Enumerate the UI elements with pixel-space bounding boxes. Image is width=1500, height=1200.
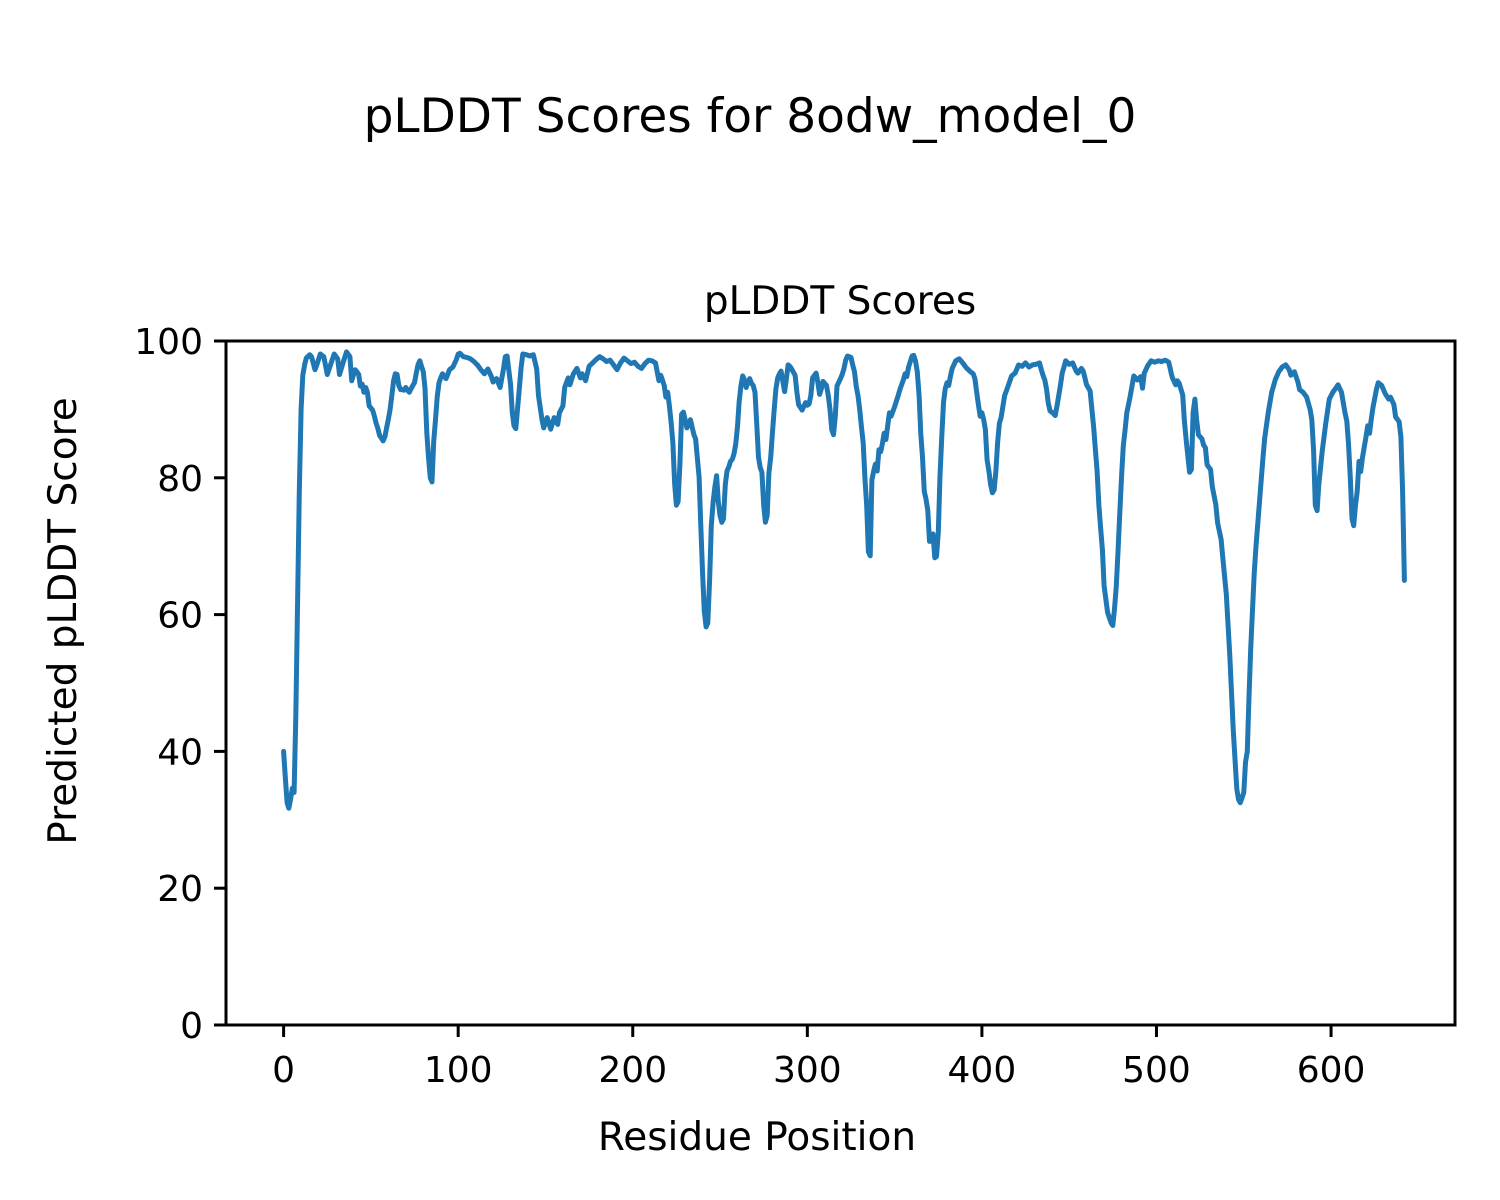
y-tick-label: 0 [180, 1006, 203, 1047]
y-tick-label: 20 [157, 869, 203, 910]
y-tick-label: 60 [157, 596, 203, 637]
x-tick-label: 400 [948, 1050, 1017, 1091]
y-axis-ticks: 0 20 40 60 80 100 [134, 322, 226, 1047]
y-tick-label: 80 [157, 459, 203, 500]
x-tick-label: 200 [598, 1050, 667, 1091]
figure-suptitle: pLDDT Scores for 8odw_model_0 [364, 89, 1137, 144]
x-tick-label: 600 [1297, 1050, 1366, 1091]
x-axis-ticks: 0 100 200 300 400 500 600 [272, 1025, 1365, 1091]
y-axis-label: Predicted pLDDT Score [41, 397, 86, 844]
x-axis-label: Residue Position [598, 1115, 916, 1160]
axes-frame [224, 339, 1457, 1027]
x-tick-label: 500 [1122, 1050, 1191, 1091]
x-tick-label: 100 [424, 1050, 493, 1091]
plddt-line-series [281, 349, 1407, 811]
axes-title: pLDDT Scores [704, 279, 976, 324]
y-tick-label: 40 [157, 732, 203, 773]
x-tick-label: 300 [773, 1050, 842, 1091]
x-tick-label: 0 [272, 1050, 295, 1091]
y-tick-label: 100 [134, 322, 203, 363]
